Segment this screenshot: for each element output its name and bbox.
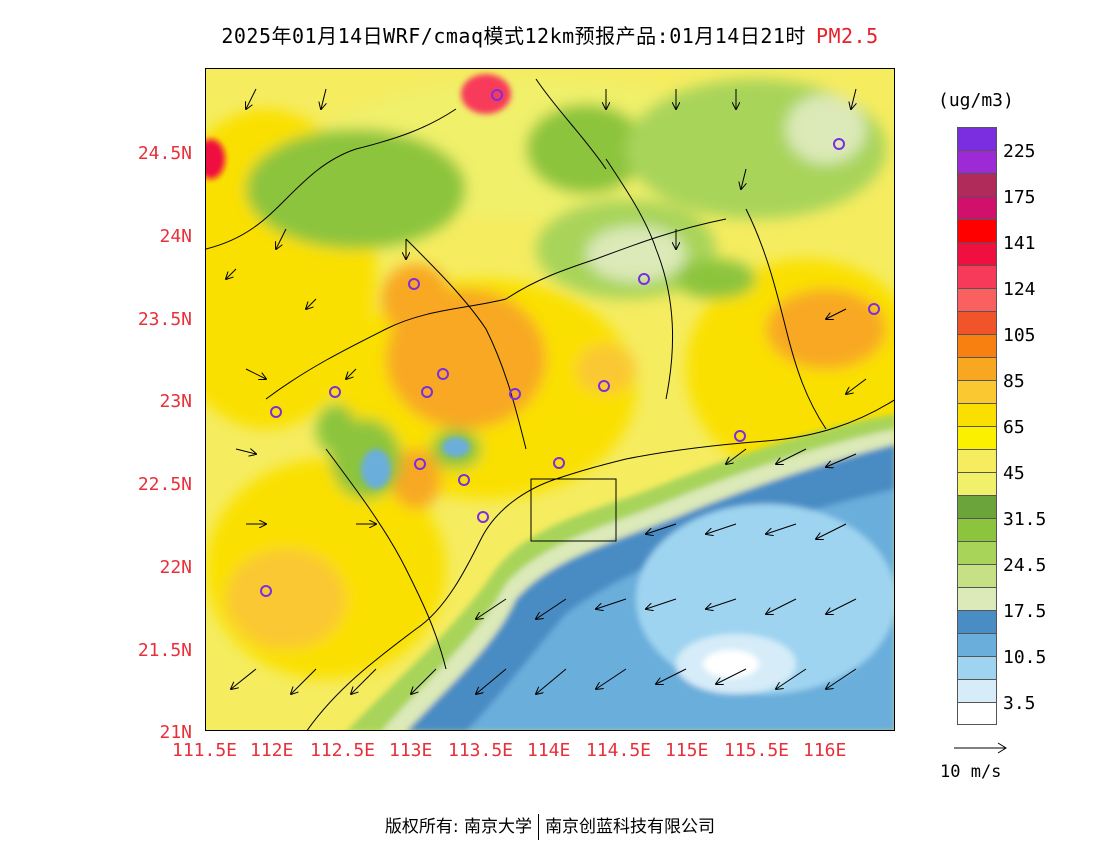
legend-label: 10.5 bbox=[1003, 647, 1047, 668]
legend-swatch bbox=[957, 288, 997, 311]
legend-swatch bbox=[957, 219, 997, 242]
lon-tick: 112E bbox=[250, 740, 294, 761]
legend-swatch bbox=[957, 127, 997, 150]
legend-swatch bbox=[957, 334, 997, 357]
lat-tick: 23N bbox=[159, 391, 192, 412]
lon-tick: 111.5E bbox=[172, 740, 238, 761]
lon-tick: 114E bbox=[527, 740, 571, 761]
lon-tick: 113.5E bbox=[448, 740, 514, 761]
lon-tick: 114.5E bbox=[586, 740, 652, 761]
legend-swatch bbox=[957, 449, 997, 472]
legend-label: 105 bbox=[1003, 325, 1036, 346]
legend-label: 17.5 bbox=[1003, 601, 1047, 622]
legend-swatch bbox=[957, 472, 997, 495]
legend-swatch bbox=[957, 265, 997, 288]
map-title: 2025年01月14日WRF/cmaq模式12km预报产品:01月14日21时 P… bbox=[0, 20, 1100, 49]
title-text: 2025年01月14日WRF/cmaq模式12km预报产品:01月14日21时 bbox=[221, 24, 806, 48]
legend-swatch bbox=[957, 541, 997, 564]
lon-tick: 115.5E bbox=[724, 740, 790, 761]
legend-swatch bbox=[957, 150, 997, 173]
legend-label: 65 bbox=[1003, 417, 1025, 438]
wind-reference-label: 10 m/s bbox=[940, 762, 1002, 782]
legend-swatch bbox=[957, 173, 997, 196]
legend-swatch bbox=[957, 311, 997, 334]
legend-label: 225 bbox=[1003, 141, 1036, 162]
lat-tick: 23.5N bbox=[137, 309, 192, 330]
legend-label: 141 bbox=[1003, 233, 1036, 254]
lat-tick: 22.5N bbox=[137, 474, 192, 495]
lon-tick: 115E bbox=[665, 740, 709, 761]
company-text: 南京创蓝科技有限公司 bbox=[545, 817, 716, 837]
legend-swatch bbox=[957, 403, 997, 426]
legend-swatch bbox=[957, 357, 997, 380]
legend-label: 31.5 bbox=[1003, 509, 1047, 530]
legend-swatch bbox=[957, 426, 997, 449]
lat-tick: 24N bbox=[159, 226, 192, 247]
legend-swatch bbox=[957, 380, 997, 403]
lon-tick: 112.5E bbox=[310, 740, 376, 761]
legend-swatch bbox=[957, 610, 997, 633]
legend-label: 3.5 bbox=[1003, 693, 1036, 714]
legend-label: 24.5 bbox=[1003, 555, 1047, 576]
legend-swatch bbox=[957, 518, 997, 541]
lat-tick: 24.5N bbox=[137, 143, 192, 164]
legend-label: 45 bbox=[1003, 463, 1025, 484]
color-bar bbox=[957, 127, 997, 725]
legend-swatch bbox=[957, 702, 997, 725]
copyright-text: 版权所有: 南京大学 bbox=[384, 817, 533, 837]
legend-label: 175 bbox=[1003, 187, 1036, 208]
footer-divider bbox=[538, 814, 540, 840]
forecast-map[interactable] bbox=[205, 68, 895, 731]
wind-reference-arrow bbox=[954, 742, 1007, 754]
lon-tick: 116E bbox=[803, 740, 847, 761]
legend-swatch bbox=[957, 495, 997, 518]
legend-swatch bbox=[957, 679, 997, 702]
legend-unit: (ug/m3) bbox=[938, 90, 1014, 111]
footer: 版权所有: 南京大学 南京创蓝科技有限公司 bbox=[0, 812, 1100, 840]
legend-label: 85 bbox=[1003, 371, 1025, 392]
legend-swatch bbox=[957, 196, 997, 219]
concentration-field bbox=[206, 69, 894, 730]
legend-swatch bbox=[957, 242, 997, 265]
legend-label: 124 bbox=[1003, 279, 1036, 300]
legend-swatch bbox=[957, 633, 997, 656]
legend-swatch bbox=[957, 656, 997, 679]
lat-tick: 22N bbox=[159, 557, 192, 578]
lat-tick: 21N bbox=[159, 722, 192, 743]
lat-tick: 21.5N bbox=[137, 640, 192, 661]
pollutant-label: PM2.5 bbox=[815, 24, 879, 48]
legend-swatch bbox=[957, 564, 997, 587]
legend-swatch bbox=[957, 587, 997, 610]
lon-tick: 113E bbox=[389, 740, 433, 761]
